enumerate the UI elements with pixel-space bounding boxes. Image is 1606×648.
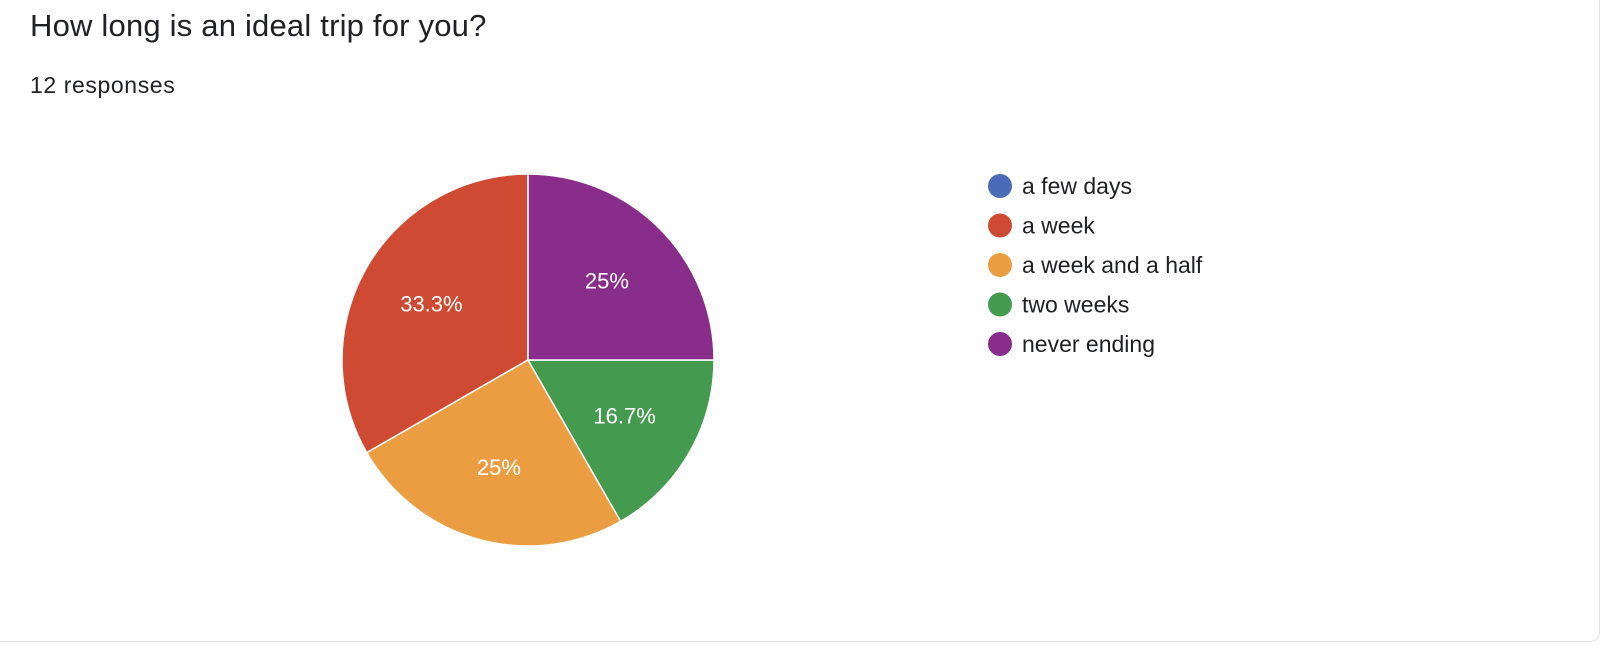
pie-slice-two-weeks (526, 359, 715, 523)
pie-slice-a-week-and-a-half (365, 358, 622, 547)
legend-label-two-weeks: two weeks (1022, 292, 1129, 318)
legend-label-a-week: a week (1022, 213, 1095, 239)
legend-item-a-few-days: a few days (988, 173, 1132, 199)
legend-item-two-weeks: two weeks (988, 292, 1129, 318)
slice-label-a-week-and-a-half: 25% (477, 455, 521, 480)
question-title: How long is an ideal trip for you? (30, 8, 487, 43)
legend-item-never-ending: never ending (988, 331, 1155, 357)
legend-label-a-few-days: a few days (1022, 173, 1132, 199)
legend-swatch-a-few-days (988, 174, 1012, 198)
legend-item-a-week-and-a-half: a week and a half (988, 252, 1203, 278)
slice-label-a-week: 33.3% (400, 292, 462, 317)
legend-swatch-never-ending (988, 332, 1012, 356)
pie-slices (341, 173, 715, 547)
pie-slice-labels: 33.3% 25% 16.7% 25% (400, 269, 656, 481)
slice-label-two-weeks: 16.7% (593, 403, 655, 428)
legend-label-a-week-and-a-half: a week and a half (1022, 252, 1203, 278)
legend-swatch-a-week-and-a-half (988, 253, 1012, 277)
legend-swatch-a-week (988, 213, 1012, 238)
legend-label-never-ending: never ending (1022, 331, 1155, 357)
response-count: 12 responses (30, 72, 176, 98)
chart-legend: a few days a week a week and a half two wee… (988, 173, 1203, 357)
legend-item-a-week: a week (988, 213, 1095, 239)
pie-slice-never-ending (527, 173, 715, 361)
slice-label-never-ending: 25% (585, 269, 629, 294)
pie-slice-a-week (341, 173, 529, 454)
legend-swatch-two-weeks (988, 292, 1012, 317)
